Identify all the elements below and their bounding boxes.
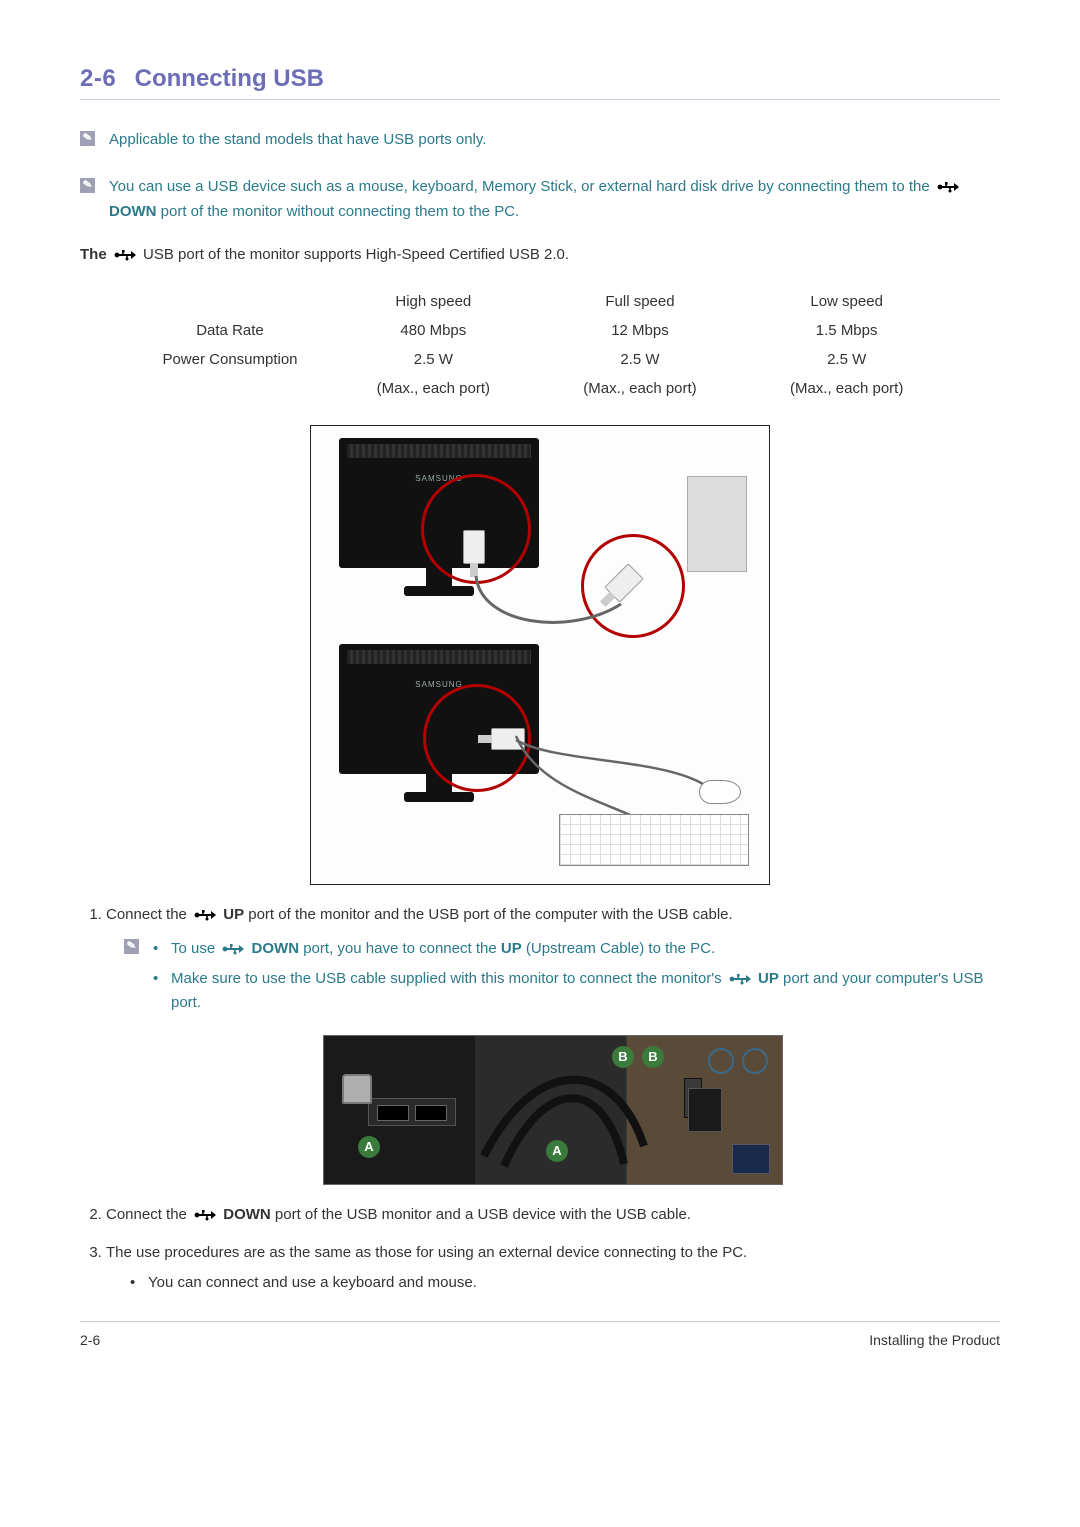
table-row: Power Consumption 2.5 W 2.5 W 2.5 W (130, 345, 950, 374)
note-2b: port of the monitor without connecting t… (161, 203, 520, 220)
body-line: The USB port of the monitor supports Hig… (80, 246, 1000, 263)
cell: 480 Mbps (330, 316, 537, 345)
cell: 12 Mbps (537, 316, 744, 345)
row-label: Data Rate (130, 316, 330, 345)
keyboard-icon (559, 814, 749, 866)
usb-icon (937, 181, 959, 193)
section-header: 2-6 Connecting USB (80, 65, 1000, 100)
note-2: ✎ You can use a USB device such as a mou… (80, 175, 1000, 225)
usb-icon (114, 249, 136, 261)
row-label: Power Consumption (130, 345, 330, 374)
i1c: (Upstream Cable) to the PC. (526, 940, 715, 957)
step-1-note-item-2: Make sure to use the USB cable supplied … (153, 967, 1000, 1015)
s1b: port of the monitor and the USB port of … (248, 906, 732, 923)
note-icon: ✎ (80, 178, 95, 193)
badge-b: B (642, 1046, 664, 1068)
step-3: The use procedures are as the same as th… (106, 1241, 1000, 1295)
cell: 1.5 Mbps (743, 316, 950, 345)
step-2: Connect the DOWN port of the USB monitor… (106, 1203, 1000, 1227)
speed-table: High speed Full speed Low speed Data Rat… (130, 287, 950, 403)
s2b: port of the USB monitor and a USB device… (275, 1206, 691, 1223)
footer-left: 2-6 (80, 1332, 100, 1348)
note-2-text: You can use a USB device such as a mouse… (109, 175, 1000, 225)
table-header-row: High speed Full speed Low speed (130, 287, 950, 316)
up-label: UP (758, 970, 779, 987)
down-label: DOWN (252, 940, 300, 957)
note-icon: ✎ (124, 939, 139, 954)
i1a: To use (171, 940, 219, 957)
usb-icon (194, 909, 216, 921)
usb-b-plug (342, 1074, 372, 1104)
s1a: Connect the (106, 906, 191, 923)
col-full: Full speed (537, 287, 744, 316)
page: 2-6 Connecting USB ✎ Applicable to the s… (0, 0, 1080, 1388)
badge-a: A (358, 1136, 380, 1158)
step-1-note-item-1: To use DOWN port, you have to connect th… (153, 937, 1000, 961)
step-3-sub: You can connect and use a keyboard and m… (130, 1271, 1000, 1295)
table-sub-row: (Max., each port) (Max., each port) (Max… (130, 374, 950, 403)
s2a: Connect the (106, 1206, 191, 1223)
down-label: DOWN (223, 1206, 271, 1223)
mouse-icon (699, 780, 741, 804)
vga-port (732, 1144, 770, 1174)
connector-photo: A A B B (323, 1035, 783, 1185)
body-line-b: USB port of the monitor supports High-Sp… (143, 246, 569, 263)
up-label: UP (501, 940, 522, 957)
i1b: port, you have to connect the (303, 940, 501, 957)
body-line-a: The (80, 246, 111, 263)
cell: 2.5 W (330, 345, 537, 374)
pc-usb-port (688, 1088, 722, 1132)
cell: 2.5 W (537, 345, 744, 374)
connection-diagram: SAMSUNG SAMSUNG (310, 425, 770, 885)
col-high: High speed (330, 287, 537, 316)
step-1-note: ✎ To use DOWN port, you have to connect … (124, 937, 1000, 1021)
usb-icon (222, 943, 244, 955)
usb-down-ports (368, 1098, 456, 1126)
i2a: Make sure to use the USB cable supplied … (171, 970, 726, 987)
empty-cell (130, 374, 330, 403)
sub-cell: (Max., each port) (743, 374, 950, 403)
note-2a: You can use a USB device such as a mouse… (109, 178, 934, 195)
empty-cell (130, 287, 330, 316)
col-low: Low speed (743, 287, 950, 316)
footer-right: Installing the Product (869, 1332, 1000, 1348)
table-row: Data Rate 480 Mbps 12 Mbps 1.5 Mbps (130, 316, 950, 345)
note-icon: ✎ (80, 131, 95, 146)
cell: 2.5 W (743, 345, 950, 374)
section-number: 2-6 (80, 65, 116, 92)
step-1: Connect the UP port of the monitor and t… (106, 903, 1000, 1185)
usb-icon (729, 973, 751, 985)
up-label: UP (223, 906, 244, 923)
note-1: ✎ Applicable to the stand models that ha… (80, 128, 1000, 153)
usb-icon (194, 1209, 216, 1221)
sub-cell: (Max., each port) (537, 374, 744, 403)
down-label: DOWN (109, 203, 157, 220)
section-title: Connecting USB (135, 65, 324, 92)
note-1-text: Applicable to the stand models that have… (109, 128, 486, 153)
s3: The use procedures are as the same as th… (106, 1244, 747, 1261)
page-footer: 2-6 Installing the Product (80, 1321, 1000, 1348)
port-icons (708, 1048, 768, 1074)
steps-list: Connect the UP port of the monitor and t… (100, 903, 1000, 1295)
sub-cell: (Max., each port) (330, 374, 537, 403)
